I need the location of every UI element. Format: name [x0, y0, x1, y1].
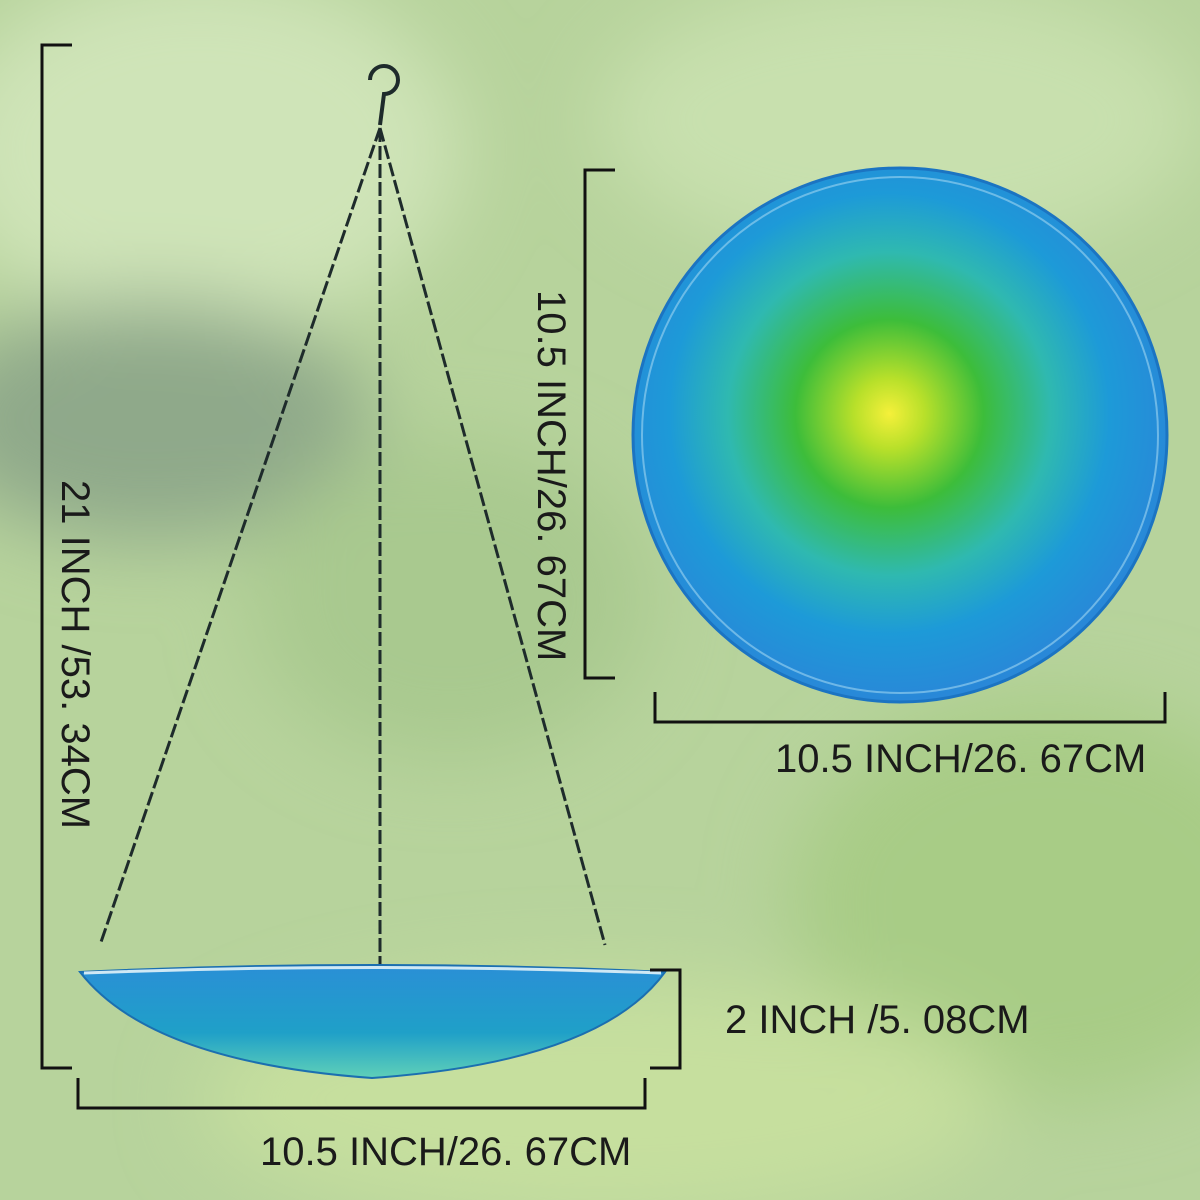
plate-top-view	[631, 166, 1169, 704]
plate-horizontal-label: 10.5 INCH/26. 67CM	[775, 737, 1146, 781]
dimension-brackets	[40, 43, 1167, 1110]
depth-label: 2 INCH /5. 08CM	[725, 998, 1030, 1042]
width-label: 10.5 INCH/26. 67CM	[260, 1130, 631, 1174]
plate-vertical-label: 10.5 INCH/26. 67CM	[529, 290, 573, 661]
height-label: 21 INCH /53. 34CM	[53, 480, 97, 829]
hanging-bowl	[78, 64, 667, 1080]
